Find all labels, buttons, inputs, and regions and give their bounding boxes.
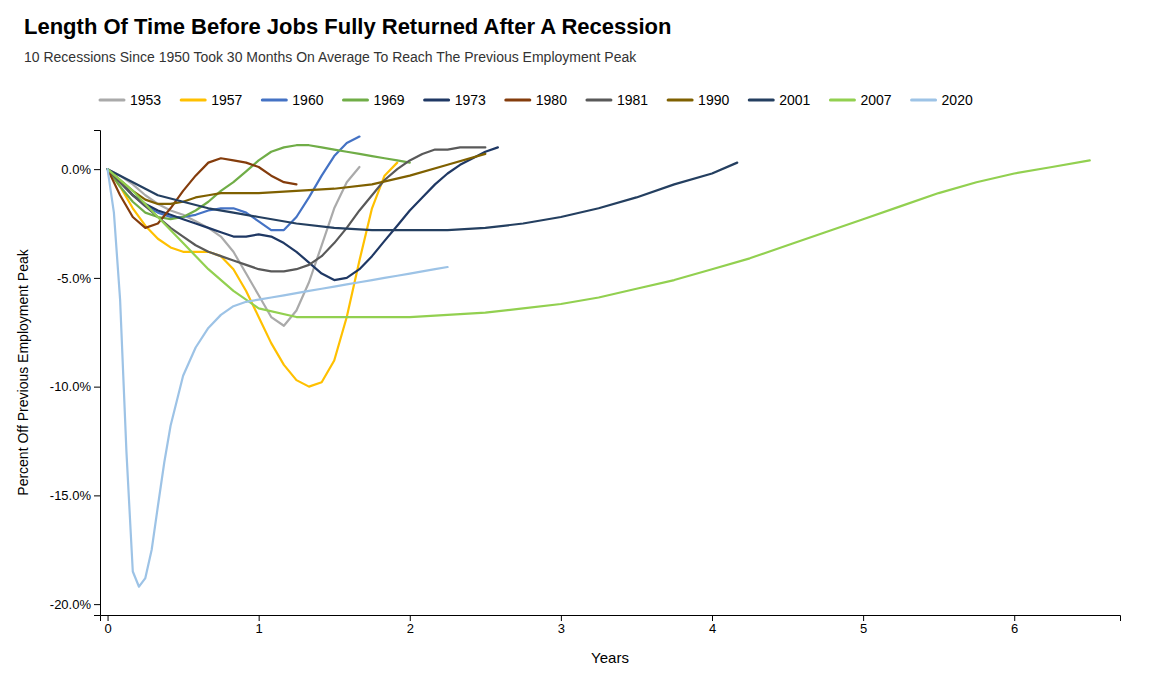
legend-swatch	[262, 99, 286, 102]
legend-item: 1980	[506, 92, 567, 108]
series-line	[108, 160, 1090, 317]
x-tick-label: 6	[1011, 621, 1018, 636]
x-tick: 3	[558, 615, 565, 636]
x-tick-label: 5	[860, 621, 867, 636]
x-tick-mark	[108, 615, 109, 621]
legend-item: 1960	[262, 92, 323, 108]
legend-swatch	[912, 99, 936, 102]
series-line	[108, 169, 448, 587]
y-tick: -5.0%	[57, 271, 100, 286]
x-tick: 5	[860, 615, 867, 636]
x-tick-mark	[410, 615, 411, 621]
y-tick: -10.0%	[50, 379, 100, 394]
series-group	[108, 137, 1090, 587]
legend-label: 1969	[373, 92, 404, 108]
x-tick-label: 1	[256, 621, 263, 636]
legend-swatch	[830, 99, 854, 102]
legend-label: 2020	[942, 92, 973, 108]
legend-swatch	[587, 99, 611, 102]
x-tick-mark	[1014, 615, 1015, 621]
legend-item: 1990	[668, 92, 729, 108]
x-axis-title: Years	[591, 649, 629, 666]
legend-item: 2007	[830, 92, 891, 108]
legend-label: 1980	[536, 92, 567, 108]
legend-item: 1953	[100, 92, 161, 108]
legend-item: 1981	[587, 92, 648, 108]
series-line	[108, 147, 486, 271]
x-tick-label: 0	[104, 621, 111, 636]
legend-swatch	[181, 99, 205, 102]
chart: Length Of Time Before Jobs Fully Returne…	[0, 0, 1150, 685]
y-tick-label: -15.0%	[50, 488, 92, 503]
y-tick-label: -20.0%	[50, 597, 92, 612]
x-tick: 2	[407, 615, 414, 636]
legend-label: 1973	[455, 92, 486, 108]
x-tick-mark	[259, 615, 260, 621]
y-tick: 0.0%	[61, 162, 100, 177]
legend-label: 1981	[617, 92, 648, 108]
legend-swatch	[425, 99, 449, 102]
y-axis-title: Percent Off Previous Employment Peak	[15, 248, 31, 495]
x-tick-label: 2	[407, 621, 414, 636]
plot-area: 0 1 2 3 4 5 6 0.0% -5.0% -10.0% -15.0% -20.0%	[50, 131, 1121, 637]
title: Length Of Time Before Jobs Fully Returne…	[24, 14, 671, 39]
legend-label: 1953	[130, 92, 161, 108]
x-tick: 6	[1011, 615, 1018, 636]
y-tick: -20.0%	[50, 597, 100, 612]
y-tick-mark	[94, 495, 100, 496]
x-tick-mark	[712, 615, 713, 621]
y-axis: 0.0% -5.0% -10.0% -15.0% -20.0%	[50, 131, 101, 616]
series-line	[108, 163, 398, 387]
x-tick-label: 4	[709, 621, 716, 636]
x-axis: 0 1 2 3 4 5 6	[101, 615, 1121, 636]
legend-item: 2001	[749, 92, 810, 108]
legend-label: 1957	[211, 92, 242, 108]
x-tick-mark	[561, 615, 562, 621]
legend-label: 1960	[292, 92, 323, 108]
x-tick: 1	[256, 615, 263, 636]
legend-swatch	[506, 99, 530, 102]
legend-label: 2007	[860, 92, 891, 108]
y-axis-line	[94, 131, 101, 616]
y-tick-mark	[94, 278, 100, 279]
legend-item: 1969	[343, 92, 404, 108]
legend-label: 2001	[779, 92, 810, 108]
legend-label: 1990	[698, 92, 729, 108]
y-tick-label: -5.0%	[57, 271, 91, 286]
y-tick-label: -10.0%	[50, 379, 92, 394]
x-axis-line	[101, 616, 1121, 622]
legend-item: 1957	[181, 92, 242, 108]
legend-swatch	[343, 99, 367, 102]
y-tick-mark	[94, 169, 100, 170]
y-tick-mark	[94, 604, 100, 605]
legend-swatch	[749, 99, 773, 102]
legend-item: 1973	[425, 92, 486, 108]
legend-swatch	[668, 99, 692, 102]
subtitle: 10 Recessions Since 1950 Took 30 Months …	[24, 49, 637, 65]
x-tick: 0	[104, 615, 111, 636]
legend-item: 2020	[912, 92, 973, 108]
legend-swatch	[100, 99, 124, 102]
x-tick-mark	[863, 615, 864, 621]
y-tick-label: 0.0%	[61, 162, 91, 177]
series-line	[108, 163, 738, 230]
legend: 1953 1957 1960 1969 1973 1980 1981 1990 2001 2007…	[100, 92, 973, 108]
x-tick: 4	[709, 615, 716, 636]
y-tick-mark	[94, 387, 100, 388]
x-tick-label: 3	[558, 621, 565, 636]
series-line	[108, 167, 360, 326]
y-tick: -15.0%	[50, 488, 100, 503]
series-line	[108, 147, 498, 280]
